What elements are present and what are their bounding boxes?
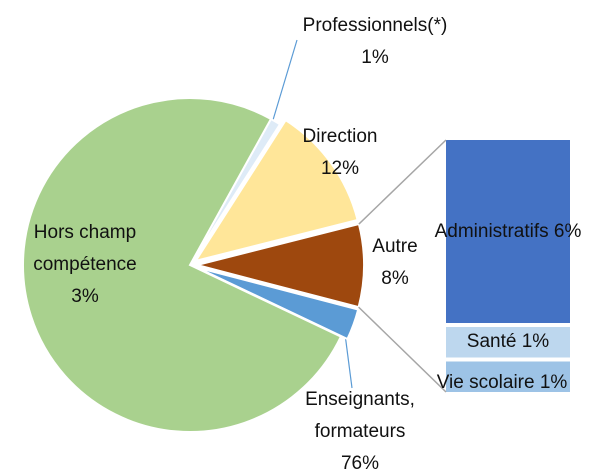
connector-line: [358, 139, 447, 225]
segment-name: Santé: [466, 331, 517, 353]
slice-label: Hors champ compétence 3%: [5, 217, 165, 313]
slice-label: Enseignants, formateurs 76%: [280, 384, 440, 472]
slice-name: Hors champ compétence: [33, 222, 137, 275]
slice-value: 12%: [320, 158, 360, 179]
pie-slice: [196, 266, 360, 341]
segment-label: Vie scolaire 1%: [417, 368, 587, 398]
slice-label: Direction 12%: [280, 121, 400, 185]
segment-value: 1%: [539, 371, 568, 393]
slice-value: 1%: [361, 47, 389, 68]
pie-slice: [193, 118, 359, 263]
slice-label: Autre 8%: [345, 231, 445, 295]
pie-slice: [196, 222, 365, 309]
slice-name: Direction: [302, 126, 378, 147]
segment-name: Vie scolaire: [436, 371, 535, 393]
segment-value: 1%: [521, 331, 550, 353]
leader-line: [272, 39, 298, 121]
slice-value: 3%: [71, 286, 99, 307]
segment-label: Santé 1%: [423, 327, 593, 357]
slice-name: Professionnels(*): [302, 15, 448, 36]
segment-value: 6%: [553, 220, 582, 242]
slice-name: Autre: [372, 236, 418, 257]
slice-value: 8%: [381, 268, 409, 289]
slice-name: Enseignants, formateurs: [305, 389, 415, 442]
segment-name: Administratifs: [434, 220, 549, 242]
leader-line: [344, 333, 353, 389]
bar-segment: [446, 140, 570, 323]
connector-line: [358, 306, 447, 393]
slice-label: Professionnels(*) 1%: [275, 10, 475, 74]
pie-slice: [22, 97, 343, 433]
bar-segment: [446, 327, 570, 358]
segment-label: Administratifs 6%: [433, 217, 583, 247]
bar-segment: [446, 361, 570, 392]
slice-value: 76%: [340, 453, 380, 472]
